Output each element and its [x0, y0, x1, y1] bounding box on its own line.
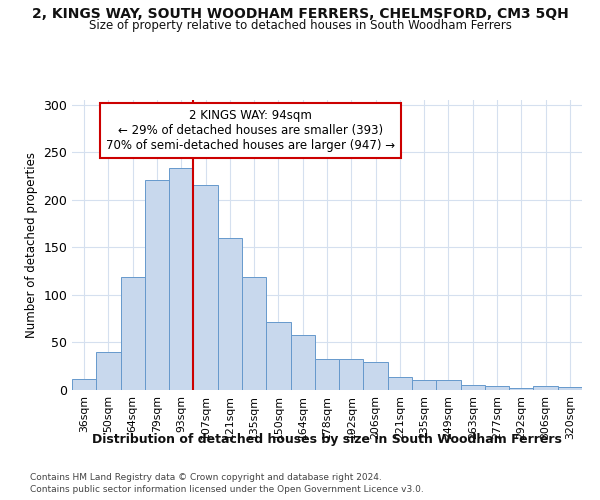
Bar: [558, 387, 582, 390]
Bar: [266, 322, 290, 390]
Bar: [388, 376, 412, 390]
Bar: [72, 378, 96, 390]
Bar: [533, 386, 558, 390]
Bar: [218, 238, 242, 390]
Text: 2 KINGS WAY: 94sqm
← 29% of detached houses are smaller (393)
70% of semi-detach: 2 KINGS WAY: 94sqm ← 29% of detached hou…: [106, 108, 395, 152]
Text: 2, KINGS WAY, SOUTH WOODHAM FERRERS, CHELMSFORD, CM3 5QH: 2, KINGS WAY, SOUTH WOODHAM FERRERS, CHE…: [32, 8, 568, 22]
Bar: [485, 386, 509, 390]
Bar: [169, 168, 193, 390]
Bar: [193, 184, 218, 390]
Bar: [436, 380, 461, 390]
Bar: [96, 352, 121, 390]
Text: Size of property relative to detached houses in South Woodham Ferrers: Size of property relative to detached ho…: [89, 19, 511, 32]
Bar: [461, 385, 485, 390]
Bar: [145, 180, 169, 390]
Bar: [364, 362, 388, 390]
Bar: [315, 358, 339, 390]
Y-axis label: Number of detached properties: Number of detached properties: [25, 152, 38, 338]
Bar: [121, 277, 145, 390]
Text: Distribution of detached houses by size in South Woodham Ferrers: Distribution of detached houses by size …: [92, 432, 562, 446]
Bar: [339, 358, 364, 390]
Bar: [412, 380, 436, 390]
Bar: [242, 277, 266, 390]
Bar: [290, 335, 315, 390]
Text: Contains public sector information licensed under the Open Government Licence v3: Contains public sector information licen…: [30, 485, 424, 494]
Bar: [509, 388, 533, 390]
Text: Contains HM Land Registry data © Crown copyright and database right 2024.: Contains HM Land Registry data © Crown c…: [30, 472, 382, 482]
